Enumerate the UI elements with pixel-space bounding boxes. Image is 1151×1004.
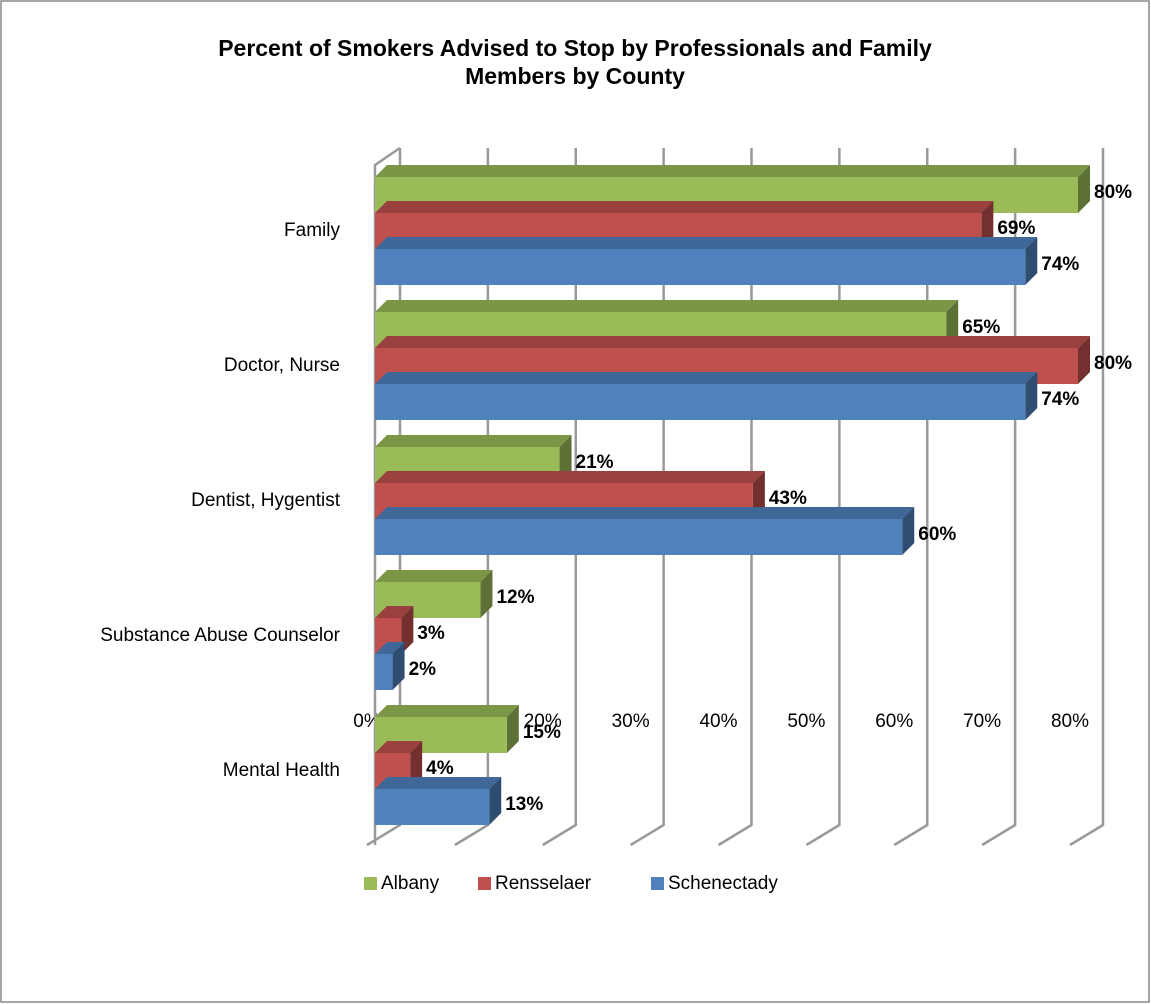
legend-label: Albany	[381, 873, 440, 894]
bar-top	[375, 237, 1038, 249]
value-label: 13%	[505, 794, 543, 815]
bar-side	[902, 507, 915, 555]
y-tick-label: Mental Health	[223, 760, 340, 781]
bar-side	[506, 705, 519, 753]
y-tick-label: Doctor, Nurse	[224, 355, 340, 376]
value-label: 21%	[576, 452, 614, 473]
bar-top	[375, 372, 1038, 384]
bar	[375, 654, 393, 690]
value-label: 80%	[1094, 353, 1132, 374]
value-label: 80%	[1094, 182, 1132, 203]
bar-top	[375, 705, 519, 717]
legend-label: Rensselaer	[495, 873, 592, 894]
bar-top	[375, 741, 423, 753]
x-tick-label: 60%	[875, 711, 913, 732]
value-label: 3%	[417, 623, 445, 644]
bar-top	[375, 201, 994, 213]
legend-label: Schenectady	[668, 873, 778, 894]
bar-top	[375, 642, 405, 654]
bar-top	[375, 165, 1090, 177]
bar-side	[1025, 372, 1038, 420]
value-label: 15%	[523, 722, 561, 743]
bar-side	[489, 777, 502, 825]
bar-top	[375, 300, 959, 312]
bar-side	[480, 570, 493, 618]
bar-top	[375, 507, 915, 519]
y-tick-label: Dentist, Hygentist	[191, 490, 341, 511]
bar-top	[375, 336, 1090, 348]
bar-side	[1025, 237, 1038, 285]
value-label: 12%	[496, 587, 534, 608]
x-tick-label: 20%	[524, 711, 562, 732]
bar-side	[1078, 165, 1090, 213]
legend-swatch	[478, 877, 491, 890]
value-label: 69%	[997, 218, 1035, 239]
value-label: 74%	[1041, 389, 1079, 410]
value-label: 2%	[409, 659, 437, 680]
y-tick-label: Substance Abuse Counselor	[100, 625, 340, 646]
bar	[375, 519, 903, 555]
bar-top	[375, 471, 765, 483]
x-tick-label: 30%	[612, 711, 650, 732]
bar	[375, 789, 490, 825]
bar-side	[1078, 336, 1090, 384]
legend-swatch	[364, 877, 377, 890]
bar-top	[375, 570, 493, 582]
x-tick-label: 80%	[1051, 711, 1089, 732]
bar	[375, 384, 1026, 420]
y-tick-label: Family	[284, 220, 340, 241]
legend-swatch	[651, 877, 664, 890]
value-label: 74%	[1041, 254, 1079, 275]
value-label: 60%	[918, 524, 956, 545]
value-label: 65%	[962, 317, 1000, 338]
value-label: 43%	[769, 488, 807, 509]
bar-side	[392, 642, 405, 690]
x-tick-label: 50%	[787, 711, 825, 732]
bar	[375, 249, 1026, 285]
grid-line	[1069, 148, 1105, 847]
bar-top	[375, 606, 414, 618]
value-label: 4%	[426, 758, 454, 779]
x-tick-label: 70%	[963, 711, 1001, 732]
x-tick-label: 40%	[699, 711, 737, 732]
bar-top	[375, 435, 572, 447]
chart-title: Percent of Smokers Advised to Stop by Pr…	[218, 35, 932, 89]
bar-top	[375, 777, 502, 789]
